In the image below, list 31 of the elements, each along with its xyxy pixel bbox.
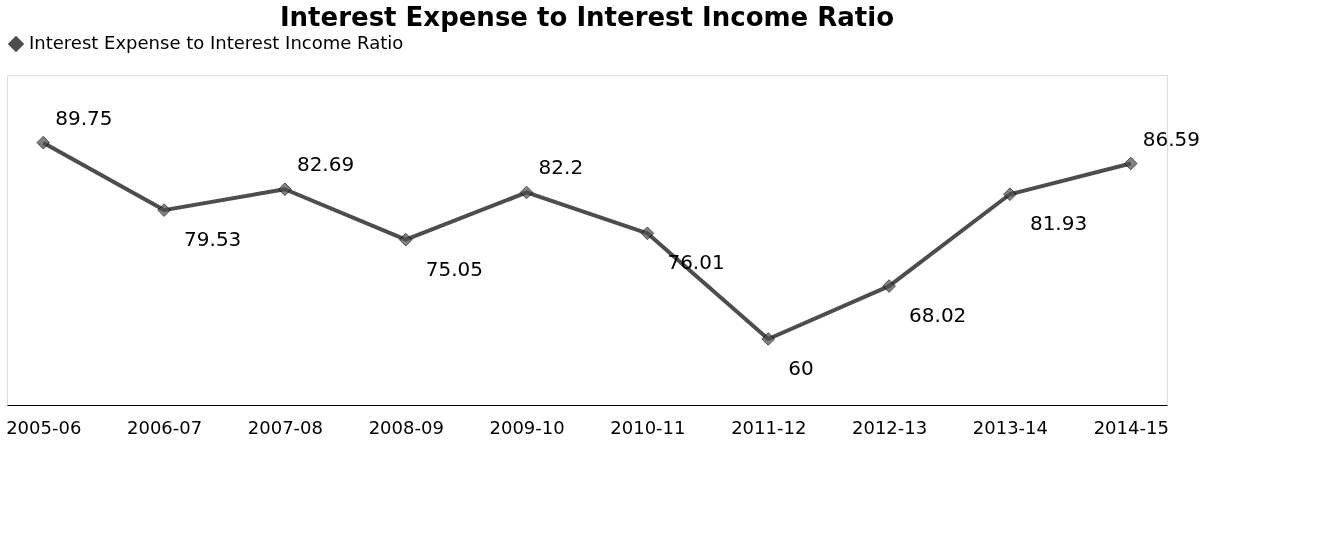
point [882, 279, 896, 293]
point [640, 226, 655, 241]
x-tick-label: 2014-15 [1093, 416, 1169, 438]
x-tick-label: 2010-11 [610, 416, 686, 438]
point [157, 203, 171, 217]
data-label: 79.53 [184, 227, 242, 252]
data-label: 75.05 [425, 256, 484, 281]
legend-label: Interest Expense to Interest Income Ratio [29, 32, 404, 53]
x-tick-label: 2012-13 [851, 416, 928, 438]
x-tick-label: 2008-09 [368, 416, 444, 438]
point [1003, 187, 1017, 202]
x-tick-label: 2006-07 [126, 416, 203, 438]
data-label: 60 [788, 356, 814, 380]
point [36, 135, 51, 150]
point [278, 182, 292, 197]
point [1123, 156, 1138, 171]
data-label: 68.02 [909, 303, 967, 328]
point [398, 232, 413, 247]
x-tick-label: 2013-14 [972, 416, 1049, 438]
x-tick-label: 2005-06 [6, 416, 82, 438]
x-tick-label: 2009-10 [489, 416, 565, 438]
data-label: 89.75 [55, 105, 113, 130]
x-tick-label: 2007-08 [247, 416, 324, 438]
data-label: 82.69 [296, 152, 355, 177]
point [519, 185, 534, 200]
chart-title: Interest Expense to Interest Income Ratio [279, 2, 895, 32]
data-label: 86.59 [1142, 126, 1201, 151]
point [761, 332, 776, 346]
data-label: 82.2 [538, 155, 584, 180]
x-tick-label: 2011-12 [731, 416, 807, 438]
data-label: 81.93 [1029, 211, 1088, 236]
